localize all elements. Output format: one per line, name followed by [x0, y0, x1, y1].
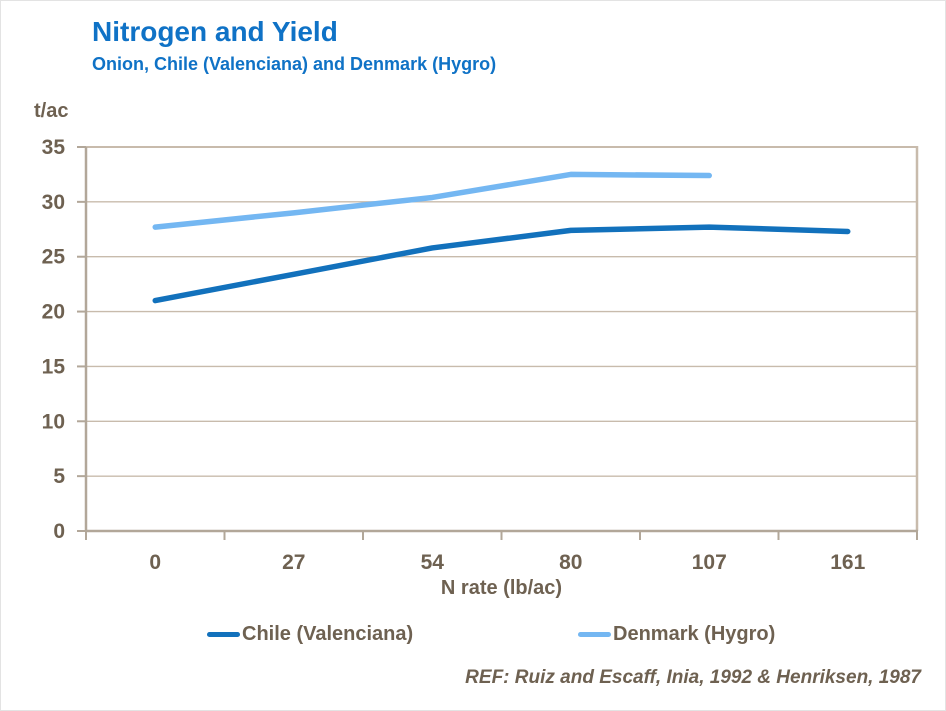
y-tick-label: 35	[42, 136, 66, 159]
y-tick-label: 30	[42, 191, 65, 214]
x-axis-title: N rate (lb/ac)	[440, 577, 563, 599]
x-tick-label: 107	[692, 551, 727, 574]
x-tick-label: 27	[282, 551, 305, 574]
chart-title: Nitrogen and Yield	[92, 16, 338, 47]
x-tick-label: 80	[559, 551, 582, 574]
legend-item-denmark: Denmark (Hygro)	[578, 622, 775, 646]
y-tick-label: 25	[42, 246, 66, 269]
y-axis-unit-label: t/ac	[34, 100, 69, 122]
x-tick-label: 54	[421, 551, 445, 574]
series-line-chile	[152, 224, 851, 304]
legend-label-denmark: Denmark (Hygro)	[613, 623, 776, 645]
series-line-denmark	[152, 171, 712, 230]
y-tick-label: 10	[42, 410, 65, 433]
y-tick-label: 20	[42, 301, 65, 324]
x-tick-label: 161	[830, 551, 865, 574]
legend-item-chile: Chile (Valenciana)	[207, 622, 413, 646]
y-tick-label: 5	[53, 465, 65, 488]
chile-line-swatch	[207, 631, 240, 637]
y-tick-label: 0	[53, 520, 65, 543]
legend-label-chile: Chile (Valenciana)	[242, 623, 414, 645]
denmark-line-swatch	[578, 631, 611, 637]
x-tick-label: 0	[149, 551, 161, 574]
chart-subtitle: Onion, Chile (Valenciana) and Denmark (H…	[92, 54, 497, 74]
y-tick-label: 15	[42, 355, 66, 378]
reference-note: REF: Ruiz and Escaff, Inia, 1992 & Henri…	[465, 667, 921, 688]
